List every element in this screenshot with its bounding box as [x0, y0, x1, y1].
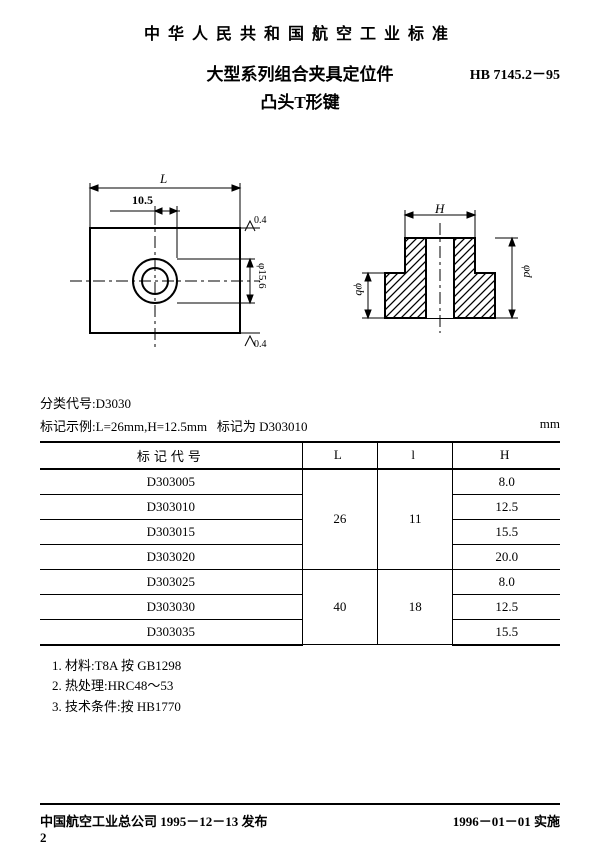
cell-code: D303020 — [40, 544, 302, 569]
table-row: D303015 15.5 — [40, 519, 560, 544]
tolerance-top: 0.4 — [254, 215, 267, 226]
marking-result-label: 标记为 — [217, 419, 256, 434]
cell-l-upper: 26 — [302, 469, 377, 570]
note-item: 3. 技术条件:按 HB1770 — [52, 697, 560, 718]
cell-l-lower: 18 — [378, 569, 453, 645]
cell-h: 15.5 — [453, 519, 560, 544]
page: 中华人民共和国航空工业标准 大型系列组合夹具定位件 凸头T形键 HB 7145.… — [0, 0, 600, 866]
dimension-table: 标记代号 L l H D303005 26 11 8.0 D303010 12.… — [40, 441, 560, 646]
table-row: D303005 26 11 8.0 — [40, 469, 560, 495]
note-item: 1. 材料:T8A 按 GB1298 — [52, 656, 560, 677]
notes-block: 1. 材料:T8A 按 GB1298 2. 热处理:HRC48～53 3. 技术… — [40, 656, 560, 718]
dim-l-label: L — [160, 171, 167, 187]
dim-phi-d: φd — [520, 265, 535, 278]
table-row: D303030 12.5 — [40, 594, 560, 619]
note-item: 2. 热处理:HRC48～53 — [52, 676, 560, 697]
cell-l-lower: 11 — [378, 469, 453, 570]
org-header: 中华人民共和国航空工业标准 — [40, 20, 560, 44]
dim-10-5: 10.5 — [132, 193, 153, 208]
col-l-lower: l — [378, 442, 453, 469]
title-block: 大型系列组合夹具定位件 凸头T形键 HB 7145.2－95 — [40, 62, 560, 113]
table-row: D303025 40 18 8.0 — [40, 569, 560, 594]
col-code: 标记代号 — [40, 442, 302, 469]
footer-publisher: 中国航空工业总公司 1995－12－13 发布 — [40, 811, 268, 830]
table-row: D303010 12.5 — [40, 494, 560, 519]
footer-effective: 1996－01－01 实施 — [453, 811, 560, 830]
front-view-svg — [50, 173, 280, 363]
table-row: D303035 15.5 — [40, 619, 560, 645]
table-row: D303020 20.0 — [40, 544, 560, 569]
classify-value: D3030 — [96, 396, 131, 411]
page-number: 2 — [40, 830, 560, 846]
dim-h-label: H — [435, 201, 444, 217]
technical-drawing: L 10.5 φ15.6 0.4 0.4 — [40, 173, 560, 373]
table-header-row: 标记代号 L l H — [40, 442, 560, 469]
col-h: H — [453, 442, 560, 469]
cell-code: D303035 — [40, 619, 302, 645]
cell-code: D303030 — [40, 594, 302, 619]
cell-code: D303015 — [40, 519, 302, 544]
classification-line: 分类代号:D3030 — [40, 393, 560, 412]
side-view-svg — [350, 193, 530, 363]
marking-example: L=26mm,H=12.5mm — [96, 419, 207, 434]
title-line-2: 凸头T形键 — [40, 88, 560, 113]
cell-l-upper: 40 — [302, 569, 377, 645]
classify-label: 分类代号: — [40, 396, 96, 411]
cell-code: D303005 — [40, 469, 302, 495]
cell-h: 8.0 — [453, 569, 560, 594]
cell-code: D303010 — [40, 494, 302, 519]
unit-label: mm — [540, 416, 560, 432]
cell-h: 12.5 — [453, 494, 560, 519]
dim-diameter: φ15.6 — [256, 263, 268, 289]
marking-line: 标记示例:L=26mm,H=12.5mm 标记为 D303010 — [40, 416, 560, 435]
col-l-upper: L — [302, 442, 377, 469]
cell-h: 15.5 — [453, 619, 560, 645]
marking-result: D303010 — [259, 419, 307, 434]
cell-h: 20.0 — [453, 544, 560, 569]
tolerance-bottom: 0.4 — [254, 339, 267, 350]
cell-code: D303025 — [40, 569, 302, 594]
page-footer: 中国航空工业总公司 1995－12－13 发布 1996－01－01 实施 2 — [40, 803, 560, 846]
cell-h: 8.0 — [453, 469, 560, 495]
standard-code: HB 7145.2－95 — [470, 64, 560, 84]
dim-phi-b: φb — [352, 283, 367, 296]
cell-h: 12.5 — [453, 594, 560, 619]
marking-label: 标记示例: — [40, 419, 96, 434]
